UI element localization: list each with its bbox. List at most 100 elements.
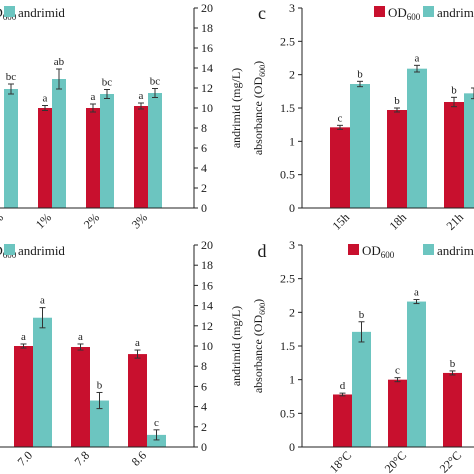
y-tick-label: 20 (201, 238, 213, 252)
y-tick-label: 20 (201, 1, 213, 15)
significance-letter: c (154, 417, 159, 429)
bar-od600 (86, 108, 100, 208)
error-bar (138, 102, 144, 110)
y-tick-label: 4 (201, 400, 207, 414)
category-label: 7.8 (72, 448, 93, 469)
legend-label-andrimid: andrimid (437, 5, 474, 20)
error-bar (414, 64, 420, 73)
bar-od600 (387, 110, 407, 208)
error-bar (134, 349, 141, 359)
category-label: 21h (443, 210, 466, 233)
y-tick-label: 0 (289, 440, 295, 454)
error-bar (358, 321, 365, 343)
y-tick-label: 14 (201, 61, 213, 75)
bar-od600 (14, 346, 33, 447)
bar-od600 (444, 102, 464, 208)
category-label: 15h (329, 210, 352, 233)
legend-swatch-andrimid (4, 6, 15, 17)
significance-letter: bc (102, 77, 113, 89)
y-tick-label: 8 (201, 359, 207, 373)
bar-od600 (71, 347, 90, 447)
legend-swatch-od600 (348, 244, 359, 255)
legend-label-od600: OD600 (388, 5, 421, 22)
y-tick-label: 3 (289, 238, 295, 252)
error-bar (451, 96, 457, 108)
significance-letter: a (40, 295, 45, 307)
category-label: 18°C (327, 448, 354, 474)
y-tick-label: 6 (201, 379, 207, 393)
y-tick-label: 4 (201, 161, 207, 175)
bar-andrimid (52, 79, 66, 208)
bar-od600 (333, 394, 352, 447)
bar-od600 (443, 372, 462, 447)
category-label: 20°C (382, 448, 409, 474)
y-tick-label: 2.5 (280, 34, 295, 48)
bar-od600 (330, 127, 350, 208)
bar-andrimid (4, 89, 18, 208)
y-tick-label: 2 (289, 68, 295, 82)
bar-andrimid (148, 93, 162, 208)
category-label: 8.6 (129, 448, 150, 469)
error-bar (96, 391, 103, 410)
error-bar (39, 307, 46, 329)
y-axis-title: absorbance (OD600) (251, 61, 267, 155)
y-tick-label: 10 (201, 101, 213, 115)
y-tick-label: 8 (201, 121, 207, 135)
category-label: 3% (129, 210, 150, 231)
legend-swatch-od600 (374, 6, 385, 17)
error-bar (449, 370, 456, 376)
y-tick-label: 2 (289, 305, 295, 319)
bar-andrimid (352, 331, 371, 447)
significance-letter: b (450, 358, 456, 370)
significance-letter: a (415, 52, 420, 64)
error-bar (90, 103, 96, 113)
significance-letter: a (21, 331, 26, 343)
y-tick-label: 2.5 (280, 272, 295, 286)
error-bar (394, 107, 400, 113)
significance-letter: a (414, 287, 419, 299)
legend-label-andrimid: andrimid (437, 243, 474, 258)
error-bar (152, 88, 158, 98)
significance-letter: a (78, 331, 83, 343)
significance-letter: b (357, 68, 363, 80)
y-tick-label: 16 (201, 41, 213, 55)
y-tick-label: 10 (201, 339, 213, 353)
y-tick-label: 0 (201, 440, 207, 454)
error-bar (357, 80, 363, 88)
legend-label-od600: OD600 (362, 243, 395, 260)
y-tick-label: 14 (201, 299, 213, 313)
significance-letter: d (340, 380, 346, 392)
y-axis-title: andrimid (mg/L) (229, 68, 243, 148)
bar-andrimid (147, 434, 166, 447)
significance-letter: a (135, 337, 140, 349)
bar-andrimid (464, 93, 474, 208)
y-tick-label: 0 (289, 201, 295, 215)
bar-od600 (134, 106, 148, 208)
y-tick-label: 1.5 (280, 101, 295, 115)
bar-andrimid (90, 400, 109, 447)
error-bar (339, 392, 346, 397)
significance-letter: bc (150, 76, 161, 88)
y-tick-label: 2 (201, 181, 207, 195)
significance-letter: a (139, 90, 144, 102)
significance-letter: b (97, 379, 103, 391)
significance-letter: a (43, 93, 48, 105)
significance-letter: b (451, 84, 457, 96)
y-tick-label: 12 (201, 81, 213, 95)
category-label: 22°C (437, 448, 464, 474)
y-axis-title: absorbance (OD600) (251, 299, 267, 393)
legend-label-andrimid: andrimid (18, 5, 65, 20)
error-bar (20, 343, 27, 349)
error-bar (77, 343, 84, 351)
y-tick-label: 2 (201, 420, 207, 434)
y-axis-title: andrimid (mg/L) (229, 306, 243, 386)
error-bar (8, 83, 14, 95)
error-bar (394, 377, 401, 383)
y-tick-label: 1 (289, 373, 295, 387)
bar-andrimid (350, 84, 370, 208)
category-label: 1% (33, 210, 54, 231)
significance-letter: ab (54, 56, 65, 68)
bar-andrimid (100, 94, 114, 208)
error-bar (104, 89, 110, 99)
